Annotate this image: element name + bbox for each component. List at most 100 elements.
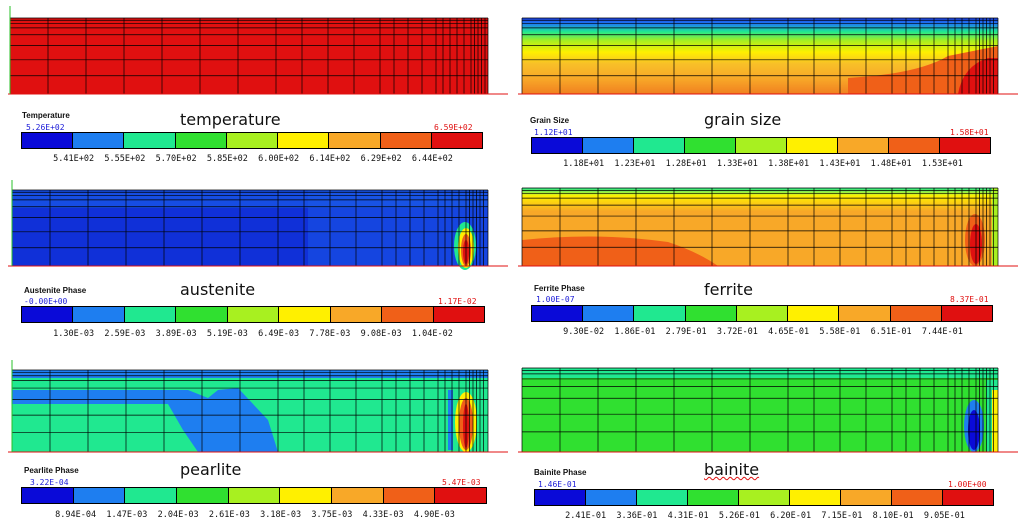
panel-austenite: Austenite Phase austenite -0.00E+00 1.17… <box>8 180 508 350</box>
legend-max-value: 1.58E+01 <box>950 128 989 137</box>
legend-tick-label: 3.36E-01 <box>616 511 658 521</box>
legend-tick-label: 3.89E-03 <box>155 329 197 339</box>
legend-color-swatch <box>535 490 586 505</box>
legend-color-swatch <box>788 306 840 321</box>
legend-tick-label: 7.15E-01 <box>821 511 863 521</box>
legend-tick-label: 2.61E-03 <box>208 510 250 520</box>
legend-color-swatch <box>838 138 889 153</box>
legend-tick-label: 1.53E+01 <box>921 159 963 169</box>
legend-tick-label: 8.94E-04 <box>55 510 97 520</box>
panel-caption: bainite <box>704 460 760 479</box>
panel-caption: ferrite <box>704 280 753 299</box>
panel-caption: temperature <box>180 110 281 129</box>
legend-color-swatch <box>22 488 74 503</box>
legend-color-swatch <box>890 306 942 321</box>
legend-tick-label: 8.10E-01 <box>872 511 914 521</box>
legend-color-swatch <box>685 138 736 153</box>
color-legend-bar <box>531 137 991 154</box>
legend-color-swatch <box>839 306 891 321</box>
legend-tick-label: 5.26E-01 <box>718 511 760 521</box>
legend-color-swatch <box>380 133 432 148</box>
legend-max-value: 1.17E-02 <box>438 297 477 306</box>
legend-color-swatch <box>279 307 331 322</box>
legend-title: Bainite Phase <box>534 468 587 477</box>
legend-min-value: 1.46E-01 <box>538 480 577 489</box>
legend-color-swatch <box>124 133 176 148</box>
legend-color-swatch <box>841 490 892 505</box>
legend-color-swatch <box>176 307 228 322</box>
legend-color-swatch <box>685 306 737 321</box>
panel-caption: grain size <box>704 110 782 129</box>
contour-plot-austenite <box>8 180 508 270</box>
legend-color-swatch <box>634 306 686 321</box>
color-legend-bar <box>531 305 993 322</box>
panel-grain-size: Grain Size grain size 1.12E+01 1.58E+01 … <box>518 6 1018 176</box>
legend-tick-label: 3.72E-01 <box>716 327 758 337</box>
legend-tick-label: 5.70E+02 <box>155 154 197 164</box>
legend-tick-label: 1.04E-02 <box>411 329 453 339</box>
legend-color-swatch <box>125 488 178 503</box>
mesh-grid <box>9 17 489 95</box>
legend-tick-label: 2.41E-01 <box>565 511 607 521</box>
legend-tick-label: 6.51E-01 <box>870 327 912 337</box>
legend-tick-label: 5.58E-01 <box>819 327 861 337</box>
legend-tick-label: 6.29E+02 <box>360 154 402 164</box>
legend-tick-label: 1.18E+01 <box>563 159 605 169</box>
contour-plot-temperature <box>8 6 508 95</box>
legend-color-swatch <box>790 490 841 505</box>
legend-title: Ferrite Phase <box>534 284 585 293</box>
legend-color-swatch <box>433 307 484 322</box>
legend-tick-labels: 1.18E+01 1.23E+01 1.28E+01 1.33E+01 1.38E+01… <box>558 159 968 169</box>
legend-tick-label: 4.31E-01 <box>667 511 709 521</box>
mesh-grid <box>11 369 489 453</box>
legend-color-swatch <box>226 133 279 148</box>
legend-tick-label: 2.04E-03 <box>157 510 199 520</box>
legend-tick-label: 2.79E-01 <box>665 327 707 337</box>
legend-min-value: 1.00E-07 <box>536 295 575 304</box>
legend-tick-label: 6.00E+02 <box>258 154 300 164</box>
legend-tick-label: 7.44E-01 <box>921 327 963 337</box>
legend-tick-label: 1.38E+01 <box>768 159 810 169</box>
legend-color-swatch <box>332 488 384 503</box>
legend-tick-label: 9.08E-03 <box>360 329 402 339</box>
legend-tick-label: 3.75E-03 <box>311 510 353 520</box>
legend-tick-label: 7.78E-03 <box>309 329 351 339</box>
legend-color-swatch <box>583 306 635 321</box>
legend-max-value: 6.59E+02 <box>434 123 473 132</box>
legend-tick-label: 6.14E+02 <box>309 154 351 164</box>
panel-bainite: Bainite Phase bainite 1.46E-01 1.00E+00 … <box>518 360 1018 530</box>
legend-color-swatch <box>583 138 634 153</box>
legend-tick-label: 4.90E-03 <box>413 510 455 520</box>
legend-tick-labels: 2.41E-01 3.36E-01 4.31E-01 5.26E-01 6.20E-01… <box>560 511 970 521</box>
legend-color-swatch <box>736 306 789 321</box>
legend-tick-label: 3.18E-03 <box>260 510 302 520</box>
legend-tick-labels: 8.94E-04 1.47E-03 2.04E-03 2.61E-03 3.18E-03… <box>50 510 460 520</box>
legend-tick-label: 1.23E+01 <box>614 159 656 169</box>
legend-min-value: -0.00E+00 <box>24 297 68 306</box>
legend-tick-label: 5.55E+02 <box>104 154 146 164</box>
legend-color-swatch <box>22 307 74 322</box>
legend-color-swatch <box>177 488 229 503</box>
legend-tick-label: 1.28E+01 <box>665 159 707 169</box>
legend-tick-label: 4.33E-03 <box>362 510 404 520</box>
legend-tick-label: 5.85E+02 <box>206 154 248 164</box>
legend-tick-label: 6.20E-01 <box>770 511 812 521</box>
legend-tick-label: 6.44E+02 <box>411 154 453 164</box>
legend-color-swatch <box>787 138 838 153</box>
legend-tick-labels: 9.30E-02 1.86E-01 2.79E-01 3.72E-01 4.65E-01… <box>558 327 968 337</box>
legend-tick-labels: 5.41E+02 5.55E+02 5.70E+02 5.85E+02 6.00E+02… <box>48 154 458 164</box>
legend-tick-label: 1.47E-03 <box>106 510 148 520</box>
legend-color-swatch <box>22 133 74 148</box>
color-legend-bar <box>21 487 487 504</box>
legend-tick-label: 1.30E-03 <box>53 329 95 339</box>
legend-color-swatch <box>228 488 281 503</box>
legend-color-swatch <box>330 307 383 322</box>
legend-color-swatch <box>329 133 381 148</box>
legend-title: Grain Size <box>530 116 570 125</box>
contour-plot-grain-size <box>518 17 1018 95</box>
legend-color-swatch <box>73 133 125 148</box>
legend-color-swatch <box>941 306 992 321</box>
legend-color-swatch <box>382 307 434 322</box>
legend-color-swatch <box>227 307 280 322</box>
panel-caption: austenite <box>180 280 256 299</box>
